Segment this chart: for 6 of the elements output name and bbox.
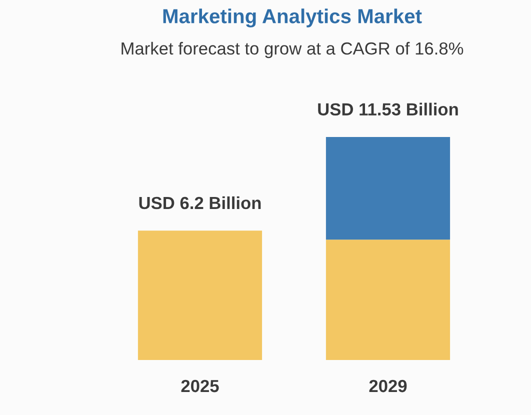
- total-label: USD 6.2 Billion: [139, 196, 261, 210]
- x-tick-label: 2029: [369, 380, 407, 392]
- x-tick-label: 2025: [181, 380, 219, 392]
- total-label: USD 11.53 Billion: [318, 102, 458, 116]
- chart-subtitle: Market forecast to grow at a CAGR of 16.8%: [122, 42, 464, 58]
- chart-title: Marketing Analytics Market: [163, 8, 422, 28]
